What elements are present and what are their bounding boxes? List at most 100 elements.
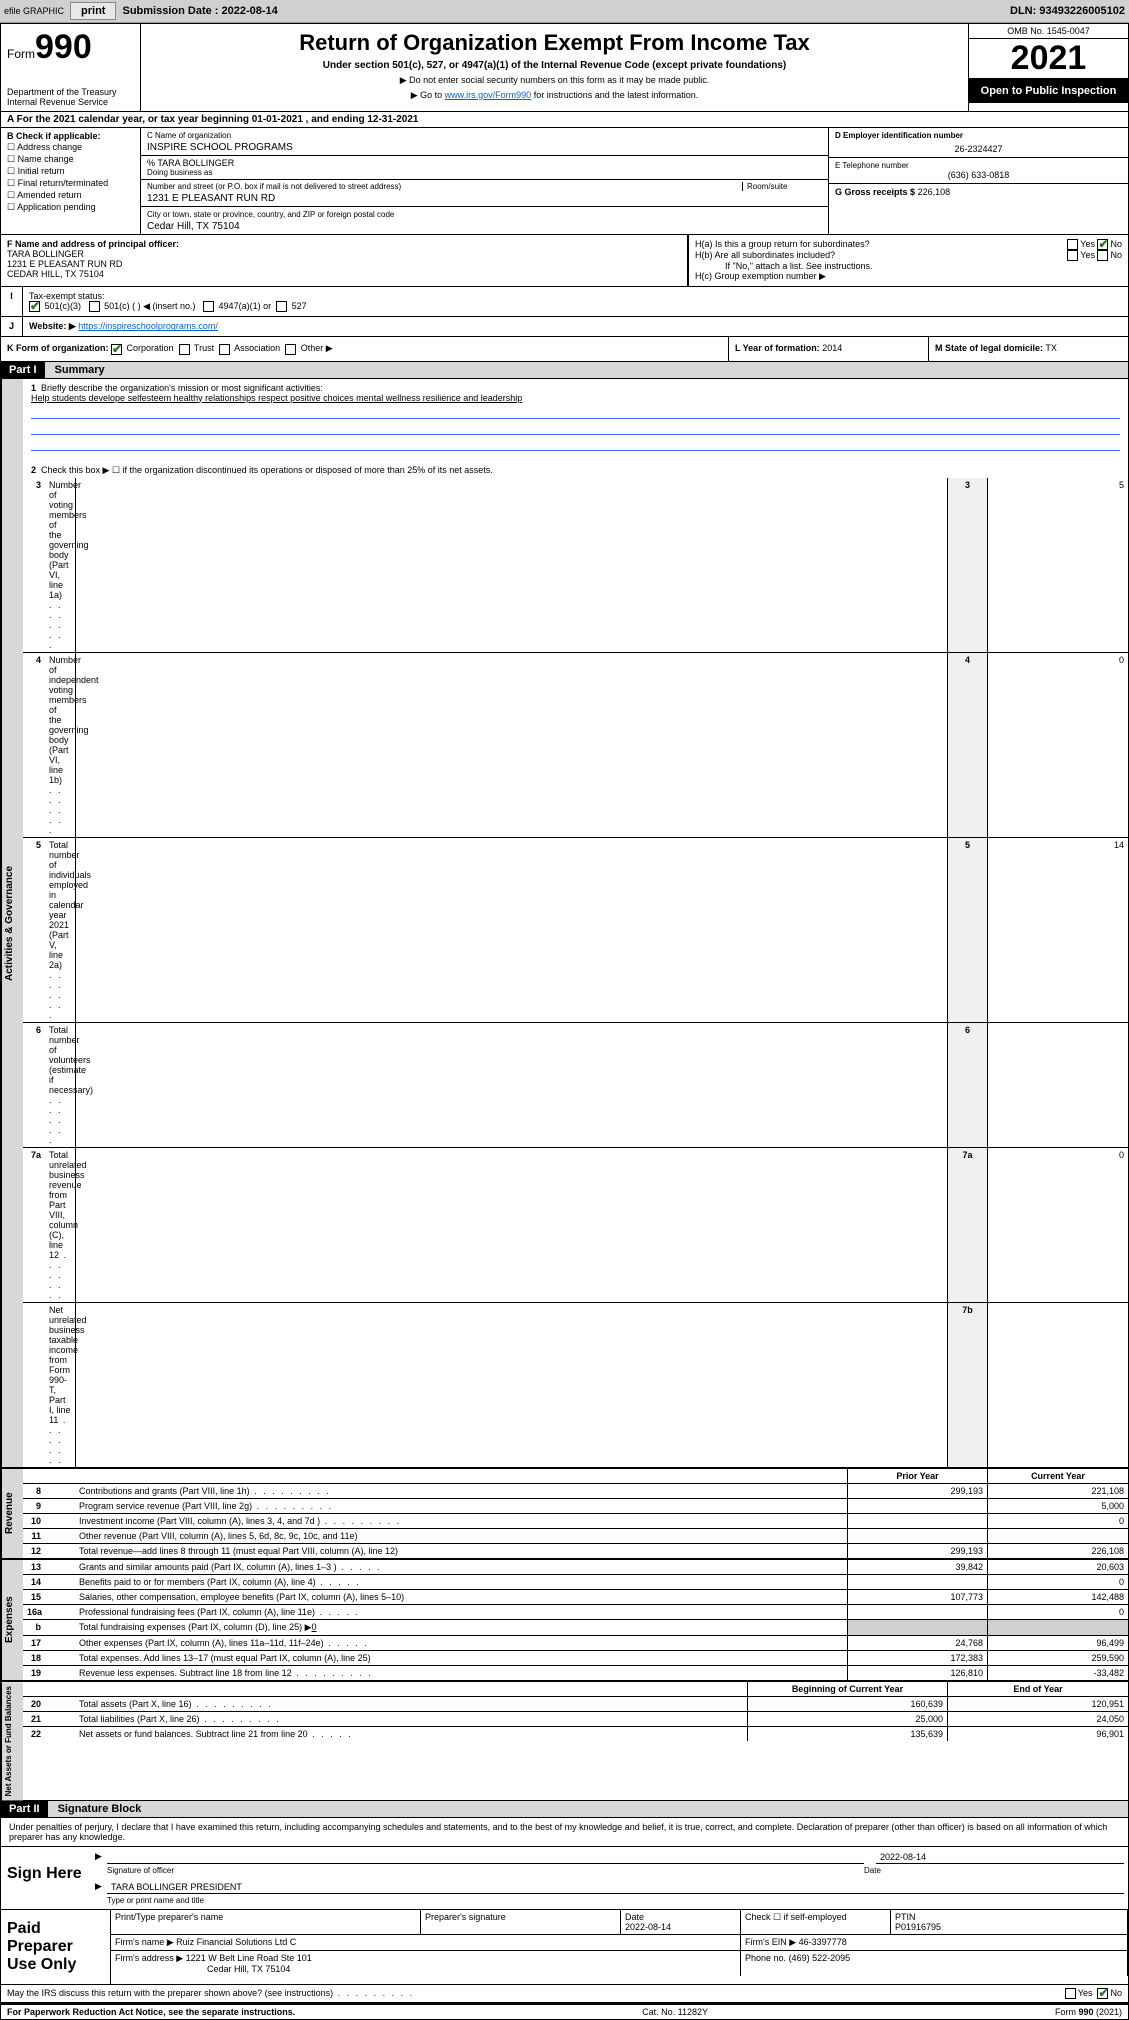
irs-link[interactable]: www.irs.gov/Form990	[445, 90, 532, 100]
form-header: Form990 Department of the Treasury Inter…	[1, 24, 1128, 112]
phone-value: (636) 633-0818	[835, 170, 1122, 180]
ptin-value: P01916795	[895, 1922, 941, 1932]
j-label: Website: ▶	[29, 321, 76, 331]
may-irs-no[interactable]	[1097, 1988, 1108, 1999]
eoy-hdr: End of Year	[948, 1682, 1128, 1696]
may-irs-row: May the IRS discuss this return with the…	[1, 1985, 1128, 2004]
k-assoc[interactable]	[219, 344, 230, 355]
form-number: 990	[35, 28, 92, 66]
header-right: OMB No. 1545-0047 2021 Open to Public In…	[968, 24, 1128, 111]
dept-treasury: Department of the Treasury	[7, 87, 134, 97]
paid-preparer-label: Paid Preparer Use Only	[1, 1910, 111, 1984]
part2-header-row: Part II Signature Block	[1, 1801, 1128, 1818]
ssn-note: Do not enter social security numbers on …	[147, 75, 962, 86]
may-irs-yes[interactable]	[1065, 1988, 1076, 1999]
year-formation: 2014	[822, 343, 842, 353]
prep-sig-label: Preparer's signature	[421, 1910, 621, 1935]
officer-addr1: 1231 E PLEASANT RUN RD	[7, 259, 122, 269]
hb-no[interactable]	[1097, 250, 1108, 261]
submission-date: Submission Date : 2022-08-14	[122, 5, 277, 17]
header-left: Form990 Department of the Treasury Inter…	[1, 24, 141, 111]
prep-date: 2022-08-14	[625, 1922, 671, 1932]
i-501c[interactable]	[89, 301, 100, 312]
col-deg: D Employer identification number 26-2324…	[828, 128, 1128, 234]
activities-block: Activities & Governance 1 Briefly descri…	[1, 379, 1128, 1469]
firm-addr1: 1221 W Belt Line Road Ste 101	[186, 1953, 312, 1963]
omb-number: OMB No. 1545-0047	[969, 24, 1128, 39]
col-c: C Name of organization INSPIRE SCHOOL PR…	[141, 128, 828, 234]
i-letter: I	[1, 287, 23, 316]
toolbar: efile GRAPHIC print Submission Date : 20…	[0, 0, 1129, 23]
v7a: 0	[988, 1147, 1128, 1302]
gross-receipts: 226,108	[918, 187, 951, 197]
chk-final-return[interactable]: ☐ Final return/terminated	[7, 178, 134, 189]
addr-label: Number and street (or P.O. box if mail i…	[147, 182, 742, 191]
j-letter: J	[1, 317, 23, 336]
firm-phone: (469) 522-2095	[789, 1953, 851, 1963]
chk-app-pending[interactable]: ☐ Application pending	[7, 202, 134, 213]
calendar-year-line: A For the 2021 calendar year, or tax yea…	[1, 112, 1128, 128]
part1-header-row: Part I Summary	[1, 362, 1128, 379]
mission-line-1	[31, 405, 1120, 419]
k-corp[interactable]	[111, 344, 122, 355]
chk-name-change[interactable]: ☐ Name change	[7, 154, 134, 165]
city-label: City or town, state or province, country…	[147, 210, 394, 219]
firm-ein: 46-3397778	[799, 1937, 847, 1947]
form-subtitle: Under section 501(c), 527, or 4947(a)(1)…	[147, 60, 962, 71]
current-year-hdr: Current Year	[988, 1469, 1128, 1483]
ha-yes[interactable]	[1067, 239, 1078, 250]
form-990: Form990 Department of the Treasury Inter…	[0, 23, 1129, 2020]
k-trust[interactable]	[179, 344, 190, 355]
date-label: Date	[864, 1866, 1124, 1875]
form-title: Return of Organization Exempt From Incom…	[147, 30, 962, 56]
d-label: D Employer identification number	[835, 131, 1122, 140]
i-527[interactable]	[276, 301, 287, 312]
goto-note: Go to www.irs.gov/Form990 for instructio…	[147, 90, 962, 101]
i-label: Tax-exempt status:	[29, 291, 105, 301]
l-label: L Year of formation:	[735, 343, 820, 353]
chk-initial-return[interactable]: ☐ Initial return	[7, 166, 134, 177]
mission-text: Help students develope selfesteem health…	[31, 393, 522, 403]
hb-note: If "No," attach a list. See instructions…	[695, 261, 1122, 271]
domicile-state: TX	[1045, 343, 1057, 353]
pra-notice: For Paperwork Reduction Act Notice, see …	[7, 2007, 295, 2017]
officer-addr2: CEDAR HILL, TX 75104	[7, 269, 104, 279]
officer-name: TARA BOLLINGER	[7, 249, 84, 259]
chk-amended[interactable]: ☐ Amended return	[7, 190, 134, 201]
footer-row: For Paperwork Reduction Act Notice, see …	[1, 2004, 1128, 2019]
hb-yes[interactable]	[1067, 250, 1078, 261]
chk-address-change[interactable]: ☐ Address change	[7, 142, 134, 153]
part1-badge: Part I	[1, 362, 45, 378]
officer-name-title: TARA BOLLINGER PRESIDENT	[107, 1881, 1124, 1894]
i-4947[interactable]	[203, 301, 214, 312]
row-i: I Tax-exempt status: 501(c)(3) 501(c) ( …	[1, 287, 1128, 317]
ha-no[interactable]	[1097, 239, 1108, 250]
ein-value: 26-2324427	[835, 144, 1122, 154]
v3: 5	[988, 478, 1128, 652]
c-name-label: C Name of organization	[147, 131, 231, 140]
vtab-expenses: Expenses	[1, 1560, 23, 1680]
sign-here-label: Sign Here	[1, 1847, 91, 1909]
vtab-revenue: Revenue	[1, 1469, 23, 1558]
dba-label: Doing business as	[147, 168, 822, 177]
may-irs-text: May the IRS discuss this return with the…	[7, 1988, 1065, 1999]
pct-line: % TARA BOLLINGER Doing business as	[141, 156, 828, 180]
b-heading: B Check if applicable:	[7, 131, 134, 141]
vtab-netassets: Net Assets or Fund Balances	[1, 1682, 23, 1800]
print-button[interactable]: print	[70, 2, 116, 20]
room-label: Room/suite	[742, 182, 822, 191]
row-klm: K Form of organization: Corporation Trus…	[1, 337, 1128, 361]
expenses-block: Expenses 13Grants and similar amounts pa…	[1, 1560, 1128, 1682]
netassets-block: Net Assets or Fund Balances Beginning of…	[1, 1682, 1128, 1801]
k-other[interactable]	[285, 344, 296, 355]
irs-label: Internal Revenue Service	[7, 97, 134, 107]
website-link[interactable]: https://inspireschoolprograms.com/	[78, 321, 218, 331]
hb-label: H(b) Are all subordinates included?	[695, 250, 835, 261]
part1-title: Summary	[45, 362, 1128, 378]
i-501c3[interactable]	[29, 301, 40, 312]
tax-year: 2021	[969, 39, 1128, 79]
v7b	[988, 1302, 1128, 1467]
perjury-declaration: Under penalties of perjury, I declare th…	[1, 1818, 1128, 1846]
check-self[interactable]: Check ☐ if self-employed	[741, 1910, 891, 1935]
cat-no: Cat. No. 11282Y	[642, 2007, 708, 2017]
